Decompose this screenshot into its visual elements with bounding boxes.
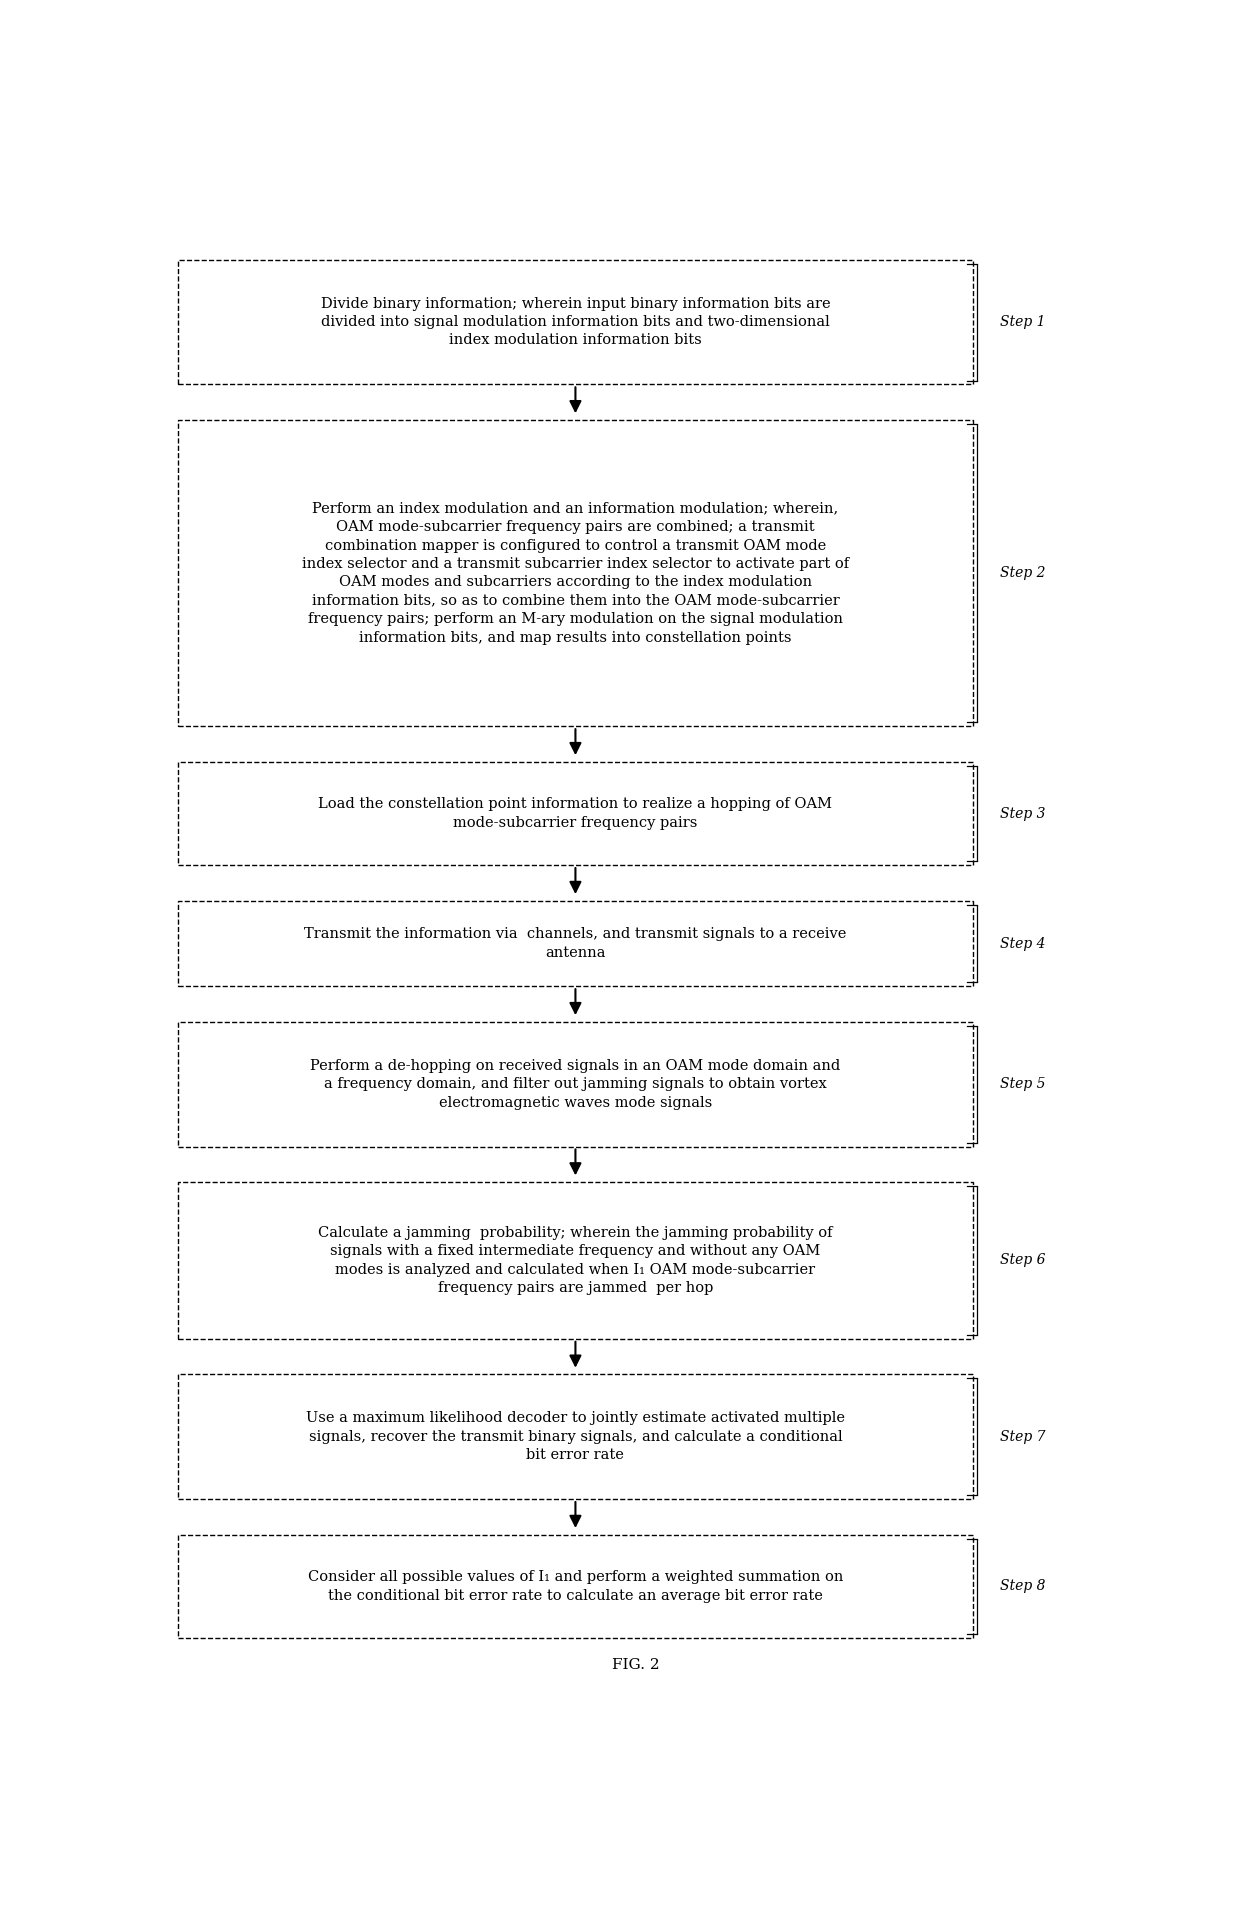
Text: Perform a de-hopping on received signals in an OAM mode domain and
a frequency d: Perform a de-hopping on received signals… (310, 1058, 841, 1110)
Text: Step 4: Step 4 (999, 936, 1045, 951)
FancyBboxPatch shape (179, 762, 972, 865)
Text: Step 1: Step 1 (999, 316, 1045, 329)
Text: Step 8: Step 8 (999, 1579, 1045, 1592)
Text: Calculate a jamming  probability; wherein the jamming probability of
signals wit: Calculate a jamming probability; wherein… (319, 1225, 833, 1296)
Text: Step 6: Step 6 (999, 1254, 1045, 1267)
FancyBboxPatch shape (179, 260, 972, 385)
FancyBboxPatch shape (179, 1183, 972, 1340)
Text: Use a maximum likelihood decoder to jointly estimate activated multiple
signals,: Use a maximum likelihood decoder to join… (306, 1411, 844, 1462)
Text: Step 3: Step 3 (999, 806, 1045, 821)
FancyBboxPatch shape (179, 1022, 972, 1146)
Text: Step 7: Step 7 (999, 1430, 1045, 1443)
Text: Consider all possible values of I₁ and perform a weighted summation on
the condi: Consider all possible values of I₁ and p… (308, 1569, 843, 1602)
Text: Step 5: Step 5 (999, 1078, 1045, 1091)
Text: FIG. 2: FIG. 2 (611, 1658, 660, 1673)
Text: Step 2: Step 2 (999, 567, 1045, 580)
Text: Perform an index modulation and an information modulation; wherein,
OAM mode-sub: Perform an index modulation and an infor… (301, 501, 849, 645)
FancyBboxPatch shape (179, 1374, 972, 1499)
Text: Transmit the information via  channels, and transmit signals to a receive
antenn: Transmit the information via channels, a… (304, 926, 847, 959)
Text: Divide binary information; wherein input binary information bits are
divided int: Divide binary information; wherein input… (321, 297, 831, 348)
FancyBboxPatch shape (179, 419, 972, 725)
Text: Load the constellation point information to realize a hopping of OAM
mode-subcar: Load the constellation point information… (319, 798, 832, 831)
FancyBboxPatch shape (179, 901, 972, 986)
FancyBboxPatch shape (179, 1535, 972, 1638)
